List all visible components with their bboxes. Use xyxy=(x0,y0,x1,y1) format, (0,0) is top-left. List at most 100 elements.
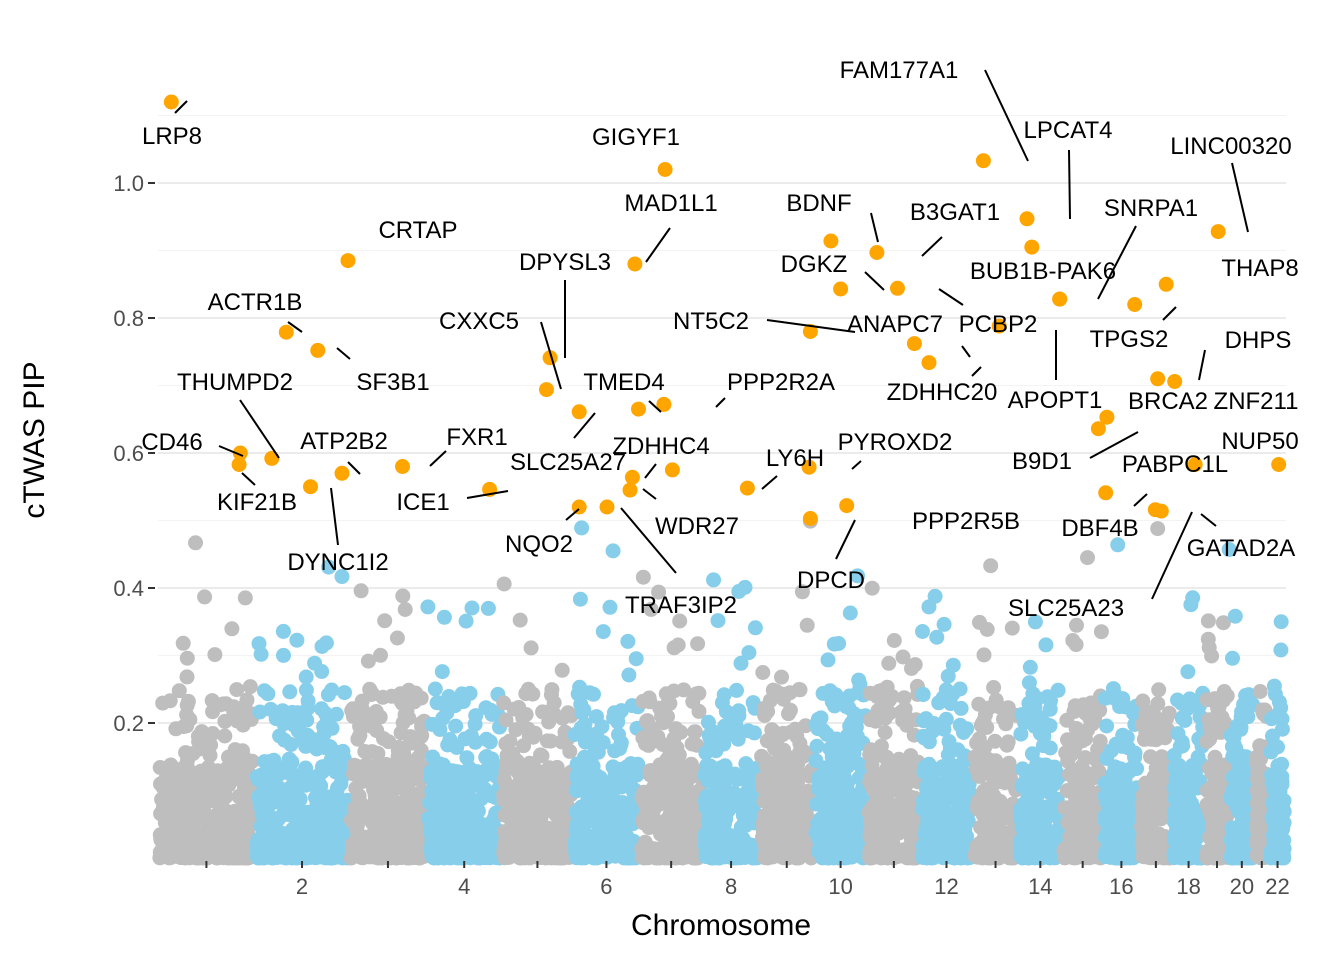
chrom-11-point xyxy=(862,712,878,728)
chrom-3-point xyxy=(390,743,406,759)
chrom-18-point xyxy=(1166,747,1182,763)
chrom-8-point xyxy=(697,767,713,783)
chrom-10-point xyxy=(809,796,825,812)
chrom-13-point xyxy=(988,756,1004,772)
gene-label-linc00320: LINC00320 xyxy=(1170,133,1291,160)
chrom-16-point xyxy=(1099,718,1115,734)
chrom-1-point xyxy=(224,621,240,637)
chrom-5-point xyxy=(499,832,515,848)
chrom-5-point xyxy=(499,748,515,763)
chrom-14-point xyxy=(1036,725,1051,740)
chrom-9-point xyxy=(790,850,806,866)
chrom-6-point xyxy=(592,784,608,800)
chrom-3-point xyxy=(350,790,366,806)
chrom-9-point xyxy=(792,745,807,760)
chrom-14-point xyxy=(1024,746,1040,762)
chrom-8-point xyxy=(715,781,730,797)
chrom-10-point xyxy=(815,775,831,791)
chrom-6-point xyxy=(612,741,628,757)
leader-line-pcbp2 xyxy=(938,288,964,306)
chrom-10-point xyxy=(840,728,856,743)
chrom-10-point xyxy=(842,827,858,843)
gene-point-slc25a27 xyxy=(571,404,587,420)
chrom-8-point xyxy=(738,756,754,772)
chrom-4-point xyxy=(436,609,452,625)
chrom-7-point xyxy=(675,815,691,831)
chrom-3-point xyxy=(346,848,362,863)
chrom-9-point xyxy=(782,685,798,701)
leader-line-ly6h xyxy=(761,475,778,490)
chrom-12-point xyxy=(959,721,975,737)
chrom-18-point xyxy=(1174,735,1190,751)
gene-label-zdhhc20: ZDHHC20 xyxy=(887,379,998,406)
gene-point-lpcat4 xyxy=(1019,211,1035,227)
chrom-2-point xyxy=(268,812,284,828)
gene-label-gatad2a: GATAD2A xyxy=(1187,535,1295,562)
chrom-5-point xyxy=(523,640,539,656)
chrom-9-point xyxy=(764,769,779,785)
chrom-20-point xyxy=(1227,608,1243,624)
chrom-2-point xyxy=(275,703,291,719)
gene-label-slc25a23: SLC25A23 xyxy=(1008,595,1124,622)
chrom-6-point xyxy=(621,848,637,864)
chrom-5-point xyxy=(525,686,541,702)
chrom-9-point xyxy=(786,818,802,834)
chrom-1-point xyxy=(236,711,252,727)
chrom-5-point xyxy=(523,780,538,796)
gene-label-fam177a1: FAM177A1 xyxy=(840,57,959,84)
chrom-2-point xyxy=(284,850,300,866)
notable-point xyxy=(1273,614,1289,630)
chrom-5-point xyxy=(511,700,527,715)
chrom-5-point xyxy=(527,725,543,741)
y-tick-label: 0.8 xyxy=(113,306,144,331)
chrom-9-point xyxy=(794,584,810,600)
gene-point-pcbp2 xyxy=(890,280,905,296)
chrom-4-point xyxy=(471,815,487,831)
chrom-14-point xyxy=(1022,659,1038,675)
chrom-4-point xyxy=(467,802,483,818)
chrom-22-point xyxy=(1266,678,1282,694)
chrom-19-point xyxy=(1204,648,1220,664)
chrom-16-point xyxy=(1103,817,1119,833)
gene-label-dhps: DHPS xyxy=(1225,327,1292,354)
gene-label-cd46: CD46 xyxy=(141,429,202,456)
chrom-4-point xyxy=(473,791,489,807)
chrom-8-point xyxy=(741,645,757,661)
chrom-16-point xyxy=(1127,745,1143,761)
chrom-7-point xyxy=(690,636,706,652)
chrom-1-point xyxy=(239,692,255,708)
chrom-5-point xyxy=(511,849,526,865)
notable-point xyxy=(188,535,204,551)
chrom-1-point xyxy=(207,647,223,663)
gene-label-gigyf1: GIGYF1 xyxy=(592,124,680,151)
x-tick-label: 22 xyxy=(1265,874,1289,899)
gene-label-crtap: CRTAP xyxy=(378,217,457,244)
chrom-7-point xyxy=(657,837,673,852)
gene-label-sf3b1: SF3B1 xyxy=(356,369,429,396)
chrom-6-point xyxy=(595,624,611,640)
gene-point-kif21b xyxy=(231,457,247,472)
chrom-3-point xyxy=(360,653,376,669)
gene-label-lrp8: LRP8 xyxy=(142,123,202,150)
chrom-1-point xyxy=(233,806,248,822)
chrom-7-point xyxy=(673,781,689,797)
gene-label-slc25a27: SLC25A27 xyxy=(510,449,626,476)
chrom-5-point xyxy=(522,840,538,856)
chrom-1-point xyxy=(179,669,195,685)
x-tick-label: 18 xyxy=(1176,874,1200,899)
leader-line-b3gat1 xyxy=(921,236,943,257)
chrom-4-point xyxy=(478,700,494,716)
chrom-9-point xyxy=(765,757,781,773)
chrom-5-point xyxy=(544,682,560,698)
chrom-10-point xyxy=(848,799,863,815)
y-tick-label: 0.6 xyxy=(113,441,144,466)
chrom-11-point xyxy=(868,793,884,809)
gene-point-dbf4b xyxy=(1098,485,1114,501)
chrom-6-point xyxy=(572,591,588,607)
gene-label-dbf4b: DBF4B xyxy=(1061,515,1138,542)
chrom-4-point xyxy=(468,848,484,864)
chrom-17-point xyxy=(1138,730,1154,746)
chrom-6-point xyxy=(620,633,636,649)
chrom-1-point xyxy=(181,746,197,762)
